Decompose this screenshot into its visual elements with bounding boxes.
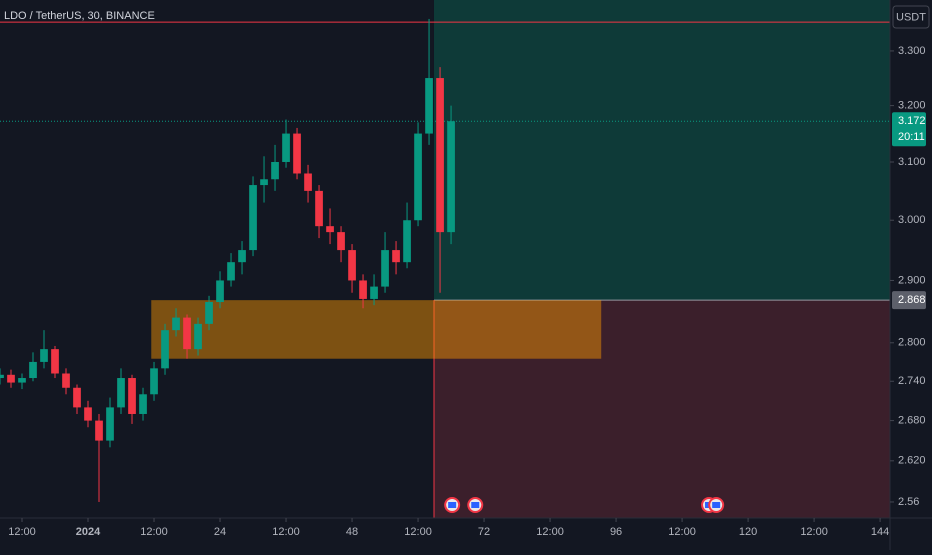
y-tick-label: 3.100 (898, 156, 926, 168)
entry-price-box (892, 291, 926, 310)
x-tick-label: 144 (871, 526, 889, 538)
candle-body (271, 161, 279, 180)
x-tick-label: 120 (739, 526, 757, 538)
y-tick-label: 3.200 (898, 100, 926, 112)
candle-body (447, 121, 455, 233)
candle-body (337, 232, 345, 251)
candle-body (139, 394, 147, 414)
x-tick-label: 12:00 (404, 526, 432, 538)
candle-body (40, 349, 48, 362)
event-marker[interactable] (467, 497, 484, 513)
y-tick-label: 3.300 (898, 45, 926, 57)
y-tick-label: 2.740 (898, 375, 926, 387)
candle-body (18, 378, 26, 383)
candle-body (216, 280, 224, 303)
candle-body (381, 250, 389, 287)
x-tick-label: 12:00 (8, 526, 36, 538)
event-marker[interactable] (708, 497, 725, 513)
x-tick-label: 12:00 (272, 526, 300, 538)
candle-body (414, 133, 422, 221)
candle-body (205, 302, 213, 324)
candle-body (73, 387, 81, 408)
candle-body (95, 420, 103, 441)
candle-body (62, 373, 70, 388)
candle-body (117, 378, 125, 408)
candle-body (7, 374, 15, 383)
candle-body (293, 133, 301, 174)
profit-area (433, 0, 890, 301)
chart-title: LDO / TetherUS, 30, BINANCE (4, 10, 155, 22)
currency-box[interactable] (892, 5, 930, 29)
plot-area (0, 0, 890, 518)
x-tick-label: 24 (214, 526, 226, 538)
candle-body (370, 286, 378, 299)
x-tick-label: 96 (610, 526, 622, 538)
event-flag (471, 502, 480, 508)
currency: USDT (896, 11, 926, 23)
x-tick-label: 2024 (76, 526, 101, 538)
y-tick-label: 3.000 (898, 214, 926, 226)
y-tick-label: 2.800 (898, 337, 926, 349)
candle-body (128, 378, 136, 414)
candle-body (315, 190, 323, 227)
candle-body (260, 179, 268, 186)
entry-price-label: 2.868 (898, 294, 926, 306)
candle-body (183, 317, 191, 350)
last-price-label: 3.172 (898, 115, 926, 127)
countdown-label: 20:11 (898, 131, 925, 143)
y-tick-label: 2.680 (898, 415, 926, 427)
candle-body (436, 78, 444, 233)
candle-body (51, 349, 59, 374)
x-tick-label: 12:00 (668, 526, 696, 538)
y-tick-label: 2.620 (898, 455, 926, 467)
x-tick-label: 12:00 (800, 526, 828, 538)
y-tick-label: 2.900 (898, 274, 926, 286)
candle-body (150, 368, 158, 395)
candle-body (359, 280, 367, 299)
candle-body (249, 185, 257, 251)
x-tick-label: 12:00 (140, 526, 168, 538)
event-flag (712, 502, 721, 508)
candle-body (425, 78, 433, 134)
x-tick-label: 72 (478, 526, 490, 538)
candle-body (282, 133, 290, 162)
candle-body (348, 250, 356, 281)
candle-body (161, 330, 169, 369)
demand-zone (151, 300, 602, 359)
event-marker[interactable] (444, 497, 461, 513)
candle-body (326, 226, 334, 233)
candle-body (106, 407, 114, 441)
candle-body (227, 262, 235, 281)
axes: 3.300 3.200 3.100 3.000 2.900 2.800 2.740 2.680… (8, 45, 926, 538)
candle-body (194, 323, 202, 350)
y-tick-label: 2.56 (898, 496, 919, 508)
candle-body (304, 173, 312, 191)
loss-area (433, 300, 890, 518)
event-flag (448, 502, 457, 508)
candle-body (84, 407, 92, 421)
candle-body (238, 250, 246, 263)
candle-body (29, 361, 37, 379)
x-tick-label: 48 (346, 526, 358, 538)
x-tick-label: 12:00 (536, 526, 564, 538)
candle-body (392, 250, 400, 263)
candle-body (0, 374, 4, 379)
candle-body (403, 220, 411, 263)
last-price-box (892, 112, 926, 147)
candle-body (172, 317, 180, 331)
